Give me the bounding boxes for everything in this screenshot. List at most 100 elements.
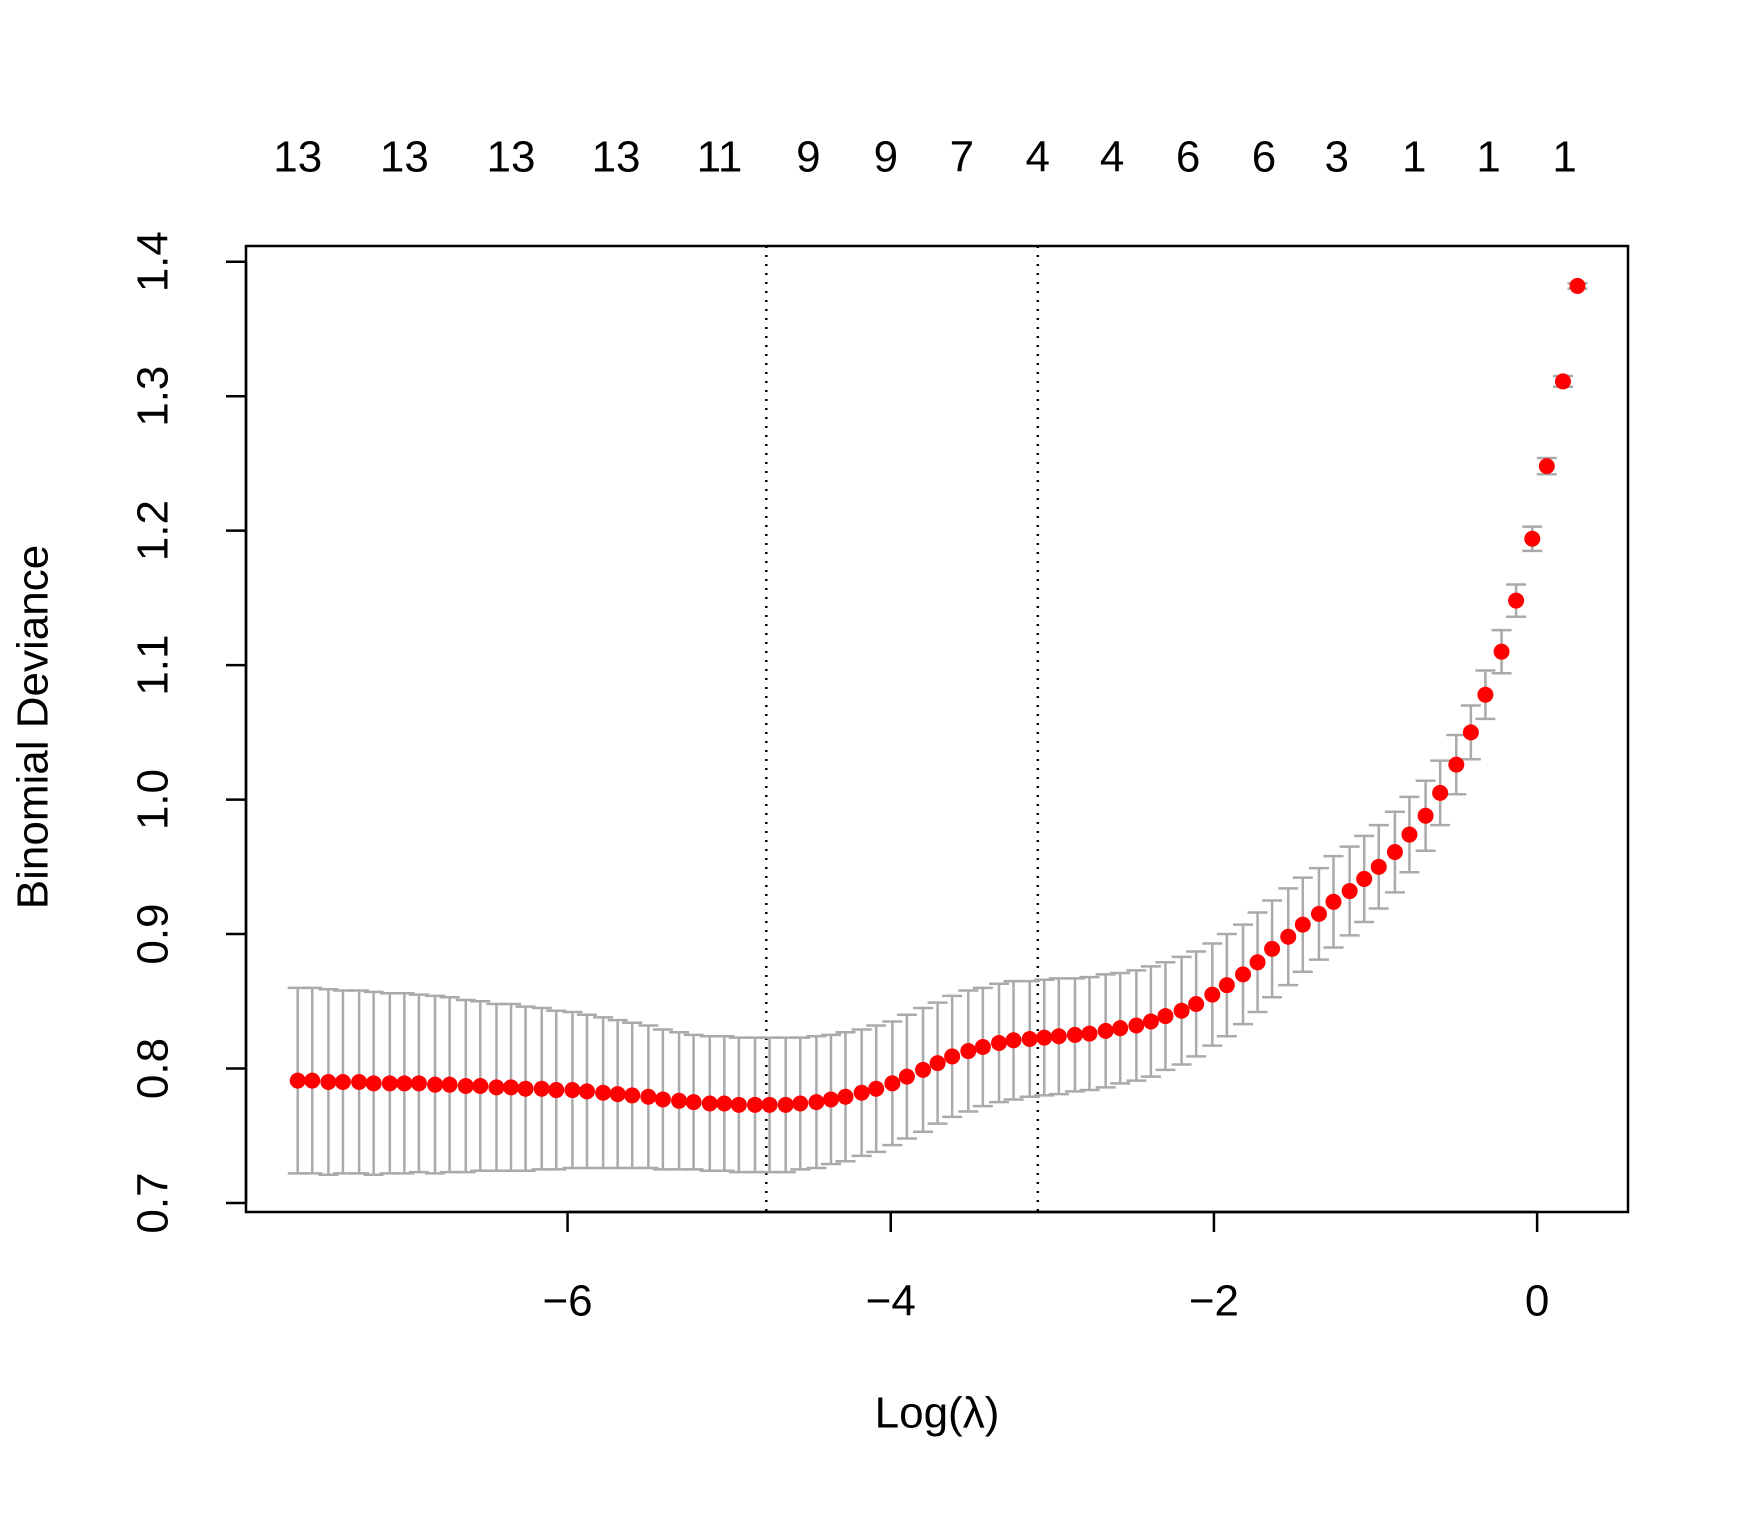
- top-count-label: 13: [487, 133, 536, 182]
- y-tick-label: 1.1: [129, 635, 178, 696]
- top-count-label: 1: [1552, 133, 1576, 182]
- x-axis-label: Log(λ): [875, 1389, 1000, 1438]
- point: [1448, 756, 1465, 773]
- point: [1188, 995, 1205, 1012]
- point: [533, 1080, 550, 1097]
- point: [974, 1039, 991, 1056]
- top-count-label: 1: [1402, 133, 1426, 182]
- x-tick-label: −6: [542, 1277, 592, 1326]
- point: [365, 1075, 382, 1092]
- point: [1128, 1017, 1145, 1034]
- x-tick-label: −4: [866, 1277, 916, 1326]
- point: [1386, 844, 1403, 861]
- point: [564, 1082, 581, 1099]
- point: [609, 1086, 626, 1103]
- point: [1432, 784, 1449, 801]
- y-tick-label: 1.4: [129, 231, 178, 292]
- top-count-label: 6: [1176, 133, 1200, 182]
- point: [624, 1087, 641, 1104]
- point: [595, 1084, 612, 1101]
- point: [685, 1094, 702, 1111]
- point: [1493, 643, 1510, 660]
- y-tick-label: 0.8: [129, 1038, 178, 1099]
- point: [654, 1091, 671, 1108]
- point: [548, 1082, 565, 1099]
- point: [289, 1072, 306, 1089]
- point: [1005, 1032, 1022, 1049]
- point: [1524, 530, 1541, 547]
- top-count-label: 4: [1026, 133, 1050, 182]
- point: [1294, 916, 1311, 933]
- point: [320, 1073, 337, 1090]
- top-count-label: 3: [1324, 133, 1348, 182]
- point: [898, 1068, 915, 1085]
- point: [334, 1073, 351, 1090]
- point: [1325, 893, 1342, 910]
- point: [1235, 966, 1252, 983]
- y-axis-label: Binomial Deviance: [9, 545, 58, 909]
- top-count-label: 13: [273, 133, 322, 182]
- y-tick-label: 0.7: [129, 1172, 178, 1233]
- top-count-label: 9: [796, 133, 820, 182]
- point: [351, 1073, 368, 1090]
- point: [991, 1034, 1008, 1051]
- point: [944, 1048, 961, 1065]
- point: [1036, 1029, 1053, 1046]
- point: [777, 1096, 794, 1113]
- point: [1218, 977, 1235, 994]
- point: [915, 1061, 932, 1078]
- top-count-label: 13: [592, 133, 641, 182]
- point: [747, 1096, 764, 1113]
- point: [396, 1075, 413, 1092]
- point: [1112, 1020, 1129, 1037]
- y-tick-label: 1.0: [129, 769, 178, 830]
- point: [853, 1084, 870, 1101]
- point: [1081, 1025, 1098, 1042]
- point: [671, 1092, 688, 1109]
- point: [1417, 807, 1434, 824]
- point: [457, 1078, 474, 1095]
- point: [1249, 954, 1266, 971]
- point: [716, 1095, 733, 1112]
- top-count-label: 4: [1100, 133, 1124, 182]
- point: [1173, 1002, 1190, 1019]
- point: [808, 1094, 825, 1111]
- point: [960, 1043, 977, 1060]
- point: [517, 1080, 534, 1097]
- point: [1280, 928, 1297, 945]
- point: [929, 1055, 946, 1072]
- point: [822, 1091, 839, 1108]
- point: [1508, 592, 1525, 609]
- point: [1401, 826, 1418, 843]
- point: [1341, 883, 1358, 900]
- point: [868, 1080, 885, 1097]
- point: [701, 1095, 718, 1112]
- point: [472, 1078, 489, 1095]
- x-tick-label: −2: [1189, 1277, 1239, 1326]
- point: [884, 1075, 901, 1092]
- point: [1370, 858, 1387, 875]
- point: [1157, 1008, 1174, 1025]
- point: [1050, 1028, 1067, 1045]
- point: [410, 1075, 427, 1092]
- point: [837, 1088, 854, 1105]
- top-count-label: 13: [380, 133, 429, 182]
- point: [640, 1088, 657, 1105]
- point: [730, 1096, 747, 1113]
- top-count-label: 6: [1252, 133, 1276, 182]
- point: [503, 1079, 520, 1096]
- y-tick-label: 0.9: [129, 903, 178, 964]
- point: [792, 1095, 809, 1112]
- top-count-label: 7: [950, 133, 974, 182]
- point: [1097, 1022, 1114, 1039]
- point: [381, 1075, 398, 1092]
- top-count-label: 11: [697, 133, 743, 182]
- point: [1554, 373, 1571, 390]
- y-tick-label: 1.2: [129, 500, 178, 561]
- point: [1462, 724, 1479, 741]
- point: [1066, 1026, 1083, 1043]
- point: [1569, 277, 1586, 294]
- point: [488, 1079, 505, 1096]
- y-tick-label: 1.3: [129, 366, 178, 427]
